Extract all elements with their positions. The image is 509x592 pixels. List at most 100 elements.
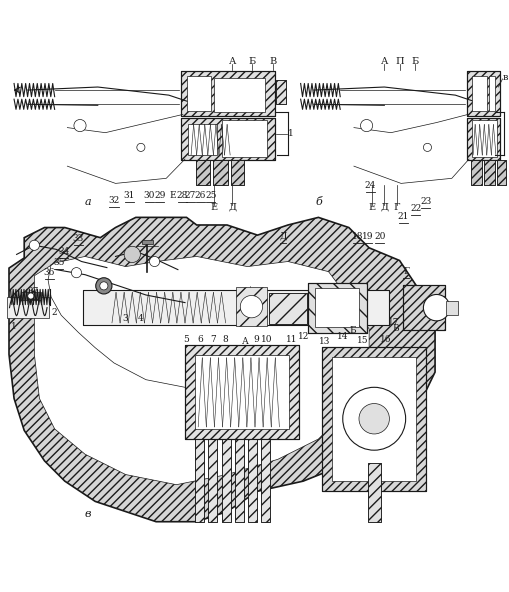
Text: 25: 25 <box>205 191 216 200</box>
Bar <box>466 71 499 116</box>
Bar <box>208 439 217 522</box>
Text: 31: 31 <box>123 191 135 200</box>
Text: 37: 37 <box>27 288 39 297</box>
Polygon shape <box>9 217 434 522</box>
Text: Д: Д <box>228 202 236 212</box>
Bar <box>181 118 275 160</box>
Text: а: а <box>84 197 91 207</box>
Bar <box>231 160 243 185</box>
Bar <box>247 439 257 522</box>
Text: 5: 5 <box>183 334 189 343</box>
Bar <box>214 78 265 112</box>
Bar <box>247 439 257 522</box>
Bar <box>235 287 267 326</box>
Text: В: В <box>392 324 399 333</box>
Text: Д: Д <box>278 231 286 240</box>
Bar <box>307 283 366 333</box>
Text: П: П <box>394 57 403 66</box>
Text: Г: Г <box>402 267 408 276</box>
Bar <box>484 160 494 185</box>
Circle shape <box>124 246 140 262</box>
Text: 21: 21 <box>397 212 408 221</box>
Circle shape <box>27 293 34 299</box>
Text: 11: 11 <box>285 334 297 343</box>
Bar <box>221 120 266 156</box>
Text: 15: 15 <box>356 336 367 345</box>
Text: 6: 6 <box>197 334 203 343</box>
Text: А: А <box>228 57 235 66</box>
Bar <box>261 439 270 522</box>
Text: 18: 18 <box>351 231 362 240</box>
Text: 28: 28 <box>177 191 188 200</box>
Bar <box>331 357 415 481</box>
Bar <box>8 297 49 318</box>
Bar <box>213 160 227 185</box>
Text: В: В <box>269 57 276 66</box>
Text: 8: 8 <box>222 334 228 343</box>
Bar <box>402 285 444 330</box>
Text: 29: 29 <box>154 191 165 200</box>
Text: Б: Б <box>349 326 355 335</box>
Bar <box>142 240 152 244</box>
Polygon shape <box>34 256 369 485</box>
Bar <box>466 118 499 160</box>
Text: 1: 1 <box>11 322 17 331</box>
Bar <box>195 439 204 522</box>
Bar <box>181 118 275 160</box>
Bar <box>307 283 366 333</box>
Bar <box>496 160 505 185</box>
Bar <box>367 464 380 522</box>
Circle shape <box>360 120 372 131</box>
Text: б: б <box>315 197 321 207</box>
Text: 30: 30 <box>144 191 155 200</box>
Text: 27: 27 <box>185 191 196 200</box>
Bar <box>314 288 359 327</box>
Text: 33: 33 <box>73 234 84 243</box>
Text: Г: Г <box>393 202 400 212</box>
Text: 36: 36 <box>43 268 54 276</box>
Bar <box>185 345 299 439</box>
Text: Д: Д <box>380 202 387 212</box>
Circle shape <box>342 387 405 450</box>
Text: 2: 2 <box>52 308 58 317</box>
Text: 10: 10 <box>261 334 272 343</box>
Bar <box>208 439 217 522</box>
Circle shape <box>96 278 112 294</box>
Bar <box>186 76 210 111</box>
Bar <box>471 120 496 156</box>
Bar <box>470 160 482 185</box>
Bar <box>185 345 299 439</box>
Text: А: А <box>241 337 248 346</box>
Text: 7: 7 <box>210 334 215 343</box>
Circle shape <box>136 143 145 152</box>
Text: 24: 24 <box>364 181 375 190</box>
Bar <box>276 80 286 104</box>
Text: 9: 9 <box>253 334 259 343</box>
Text: Е: Е <box>367 202 375 212</box>
Text: в: в <box>501 73 507 82</box>
Bar <box>402 285 444 330</box>
Text: 32: 32 <box>108 196 120 205</box>
Text: 17: 17 <box>387 318 399 327</box>
Bar <box>181 71 275 116</box>
Bar <box>221 439 230 522</box>
Bar <box>470 160 482 185</box>
Text: Б: Б <box>410 57 417 66</box>
Bar <box>269 294 306 324</box>
Bar <box>321 347 425 491</box>
Circle shape <box>358 404 389 434</box>
Bar <box>195 355 289 429</box>
Bar <box>471 76 487 111</box>
Text: Е: Е <box>168 191 175 200</box>
Text: А: А <box>380 57 387 66</box>
Text: 22: 22 <box>409 204 420 213</box>
Text: в: в <box>84 509 91 519</box>
Text: 4: 4 <box>138 314 144 323</box>
Bar <box>484 160 494 185</box>
Bar <box>213 160 227 185</box>
Bar <box>221 439 230 522</box>
Text: Е: Е <box>210 202 217 212</box>
Bar <box>466 118 499 160</box>
Bar <box>195 160 209 185</box>
Bar <box>269 294 306 324</box>
